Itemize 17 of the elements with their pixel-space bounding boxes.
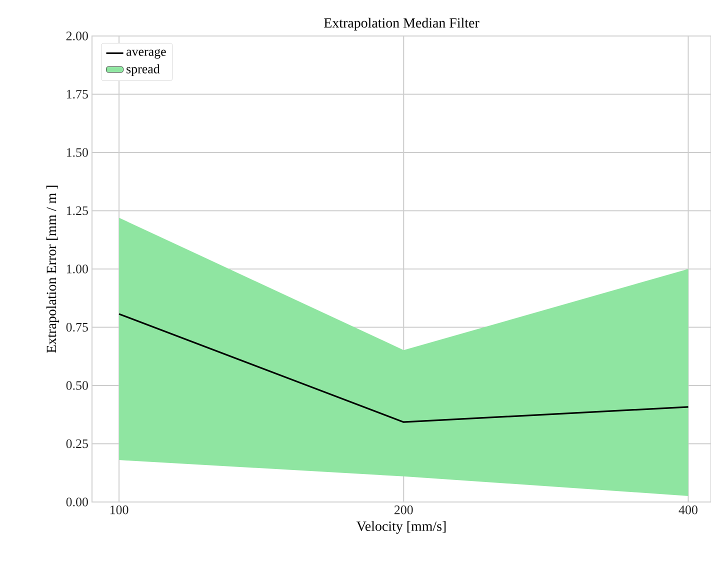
y-tick-label: 1.00 xyxy=(66,264,88,274)
y-tick-label: 0.50 xyxy=(66,381,88,390)
x-tick-label: 200 xyxy=(394,506,413,514)
y-tick-label: 0.25 xyxy=(66,439,88,448)
y-axis-title: Extrapolation Error [mm / m ] xyxy=(46,186,59,353)
x-axis-title: Velocity [mm/s] xyxy=(356,521,446,534)
legend-label: spread xyxy=(126,64,160,76)
chart-title: Extrapolation Median Filter xyxy=(324,18,480,30)
y-tick-label: 1.50 xyxy=(66,148,88,157)
y-tick-label: 0.00 xyxy=(66,498,88,506)
x-tick-label: 100 xyxy=(110,506,128,514)
y-tick-label: 1.75 xyxy=(66,90,88,99)
y-tick-label: 1.25 xyxy=(66,206,88,216)
y-tick-label: 0.75 xyxy=(66,322,88,332)
x-tick-label: 400 xyxy=(678,506,698,514)
legend-label: average xyxy=(126,49,166,59)
y-tick-label: 2.00 xyxy=(66,32,88,40)
